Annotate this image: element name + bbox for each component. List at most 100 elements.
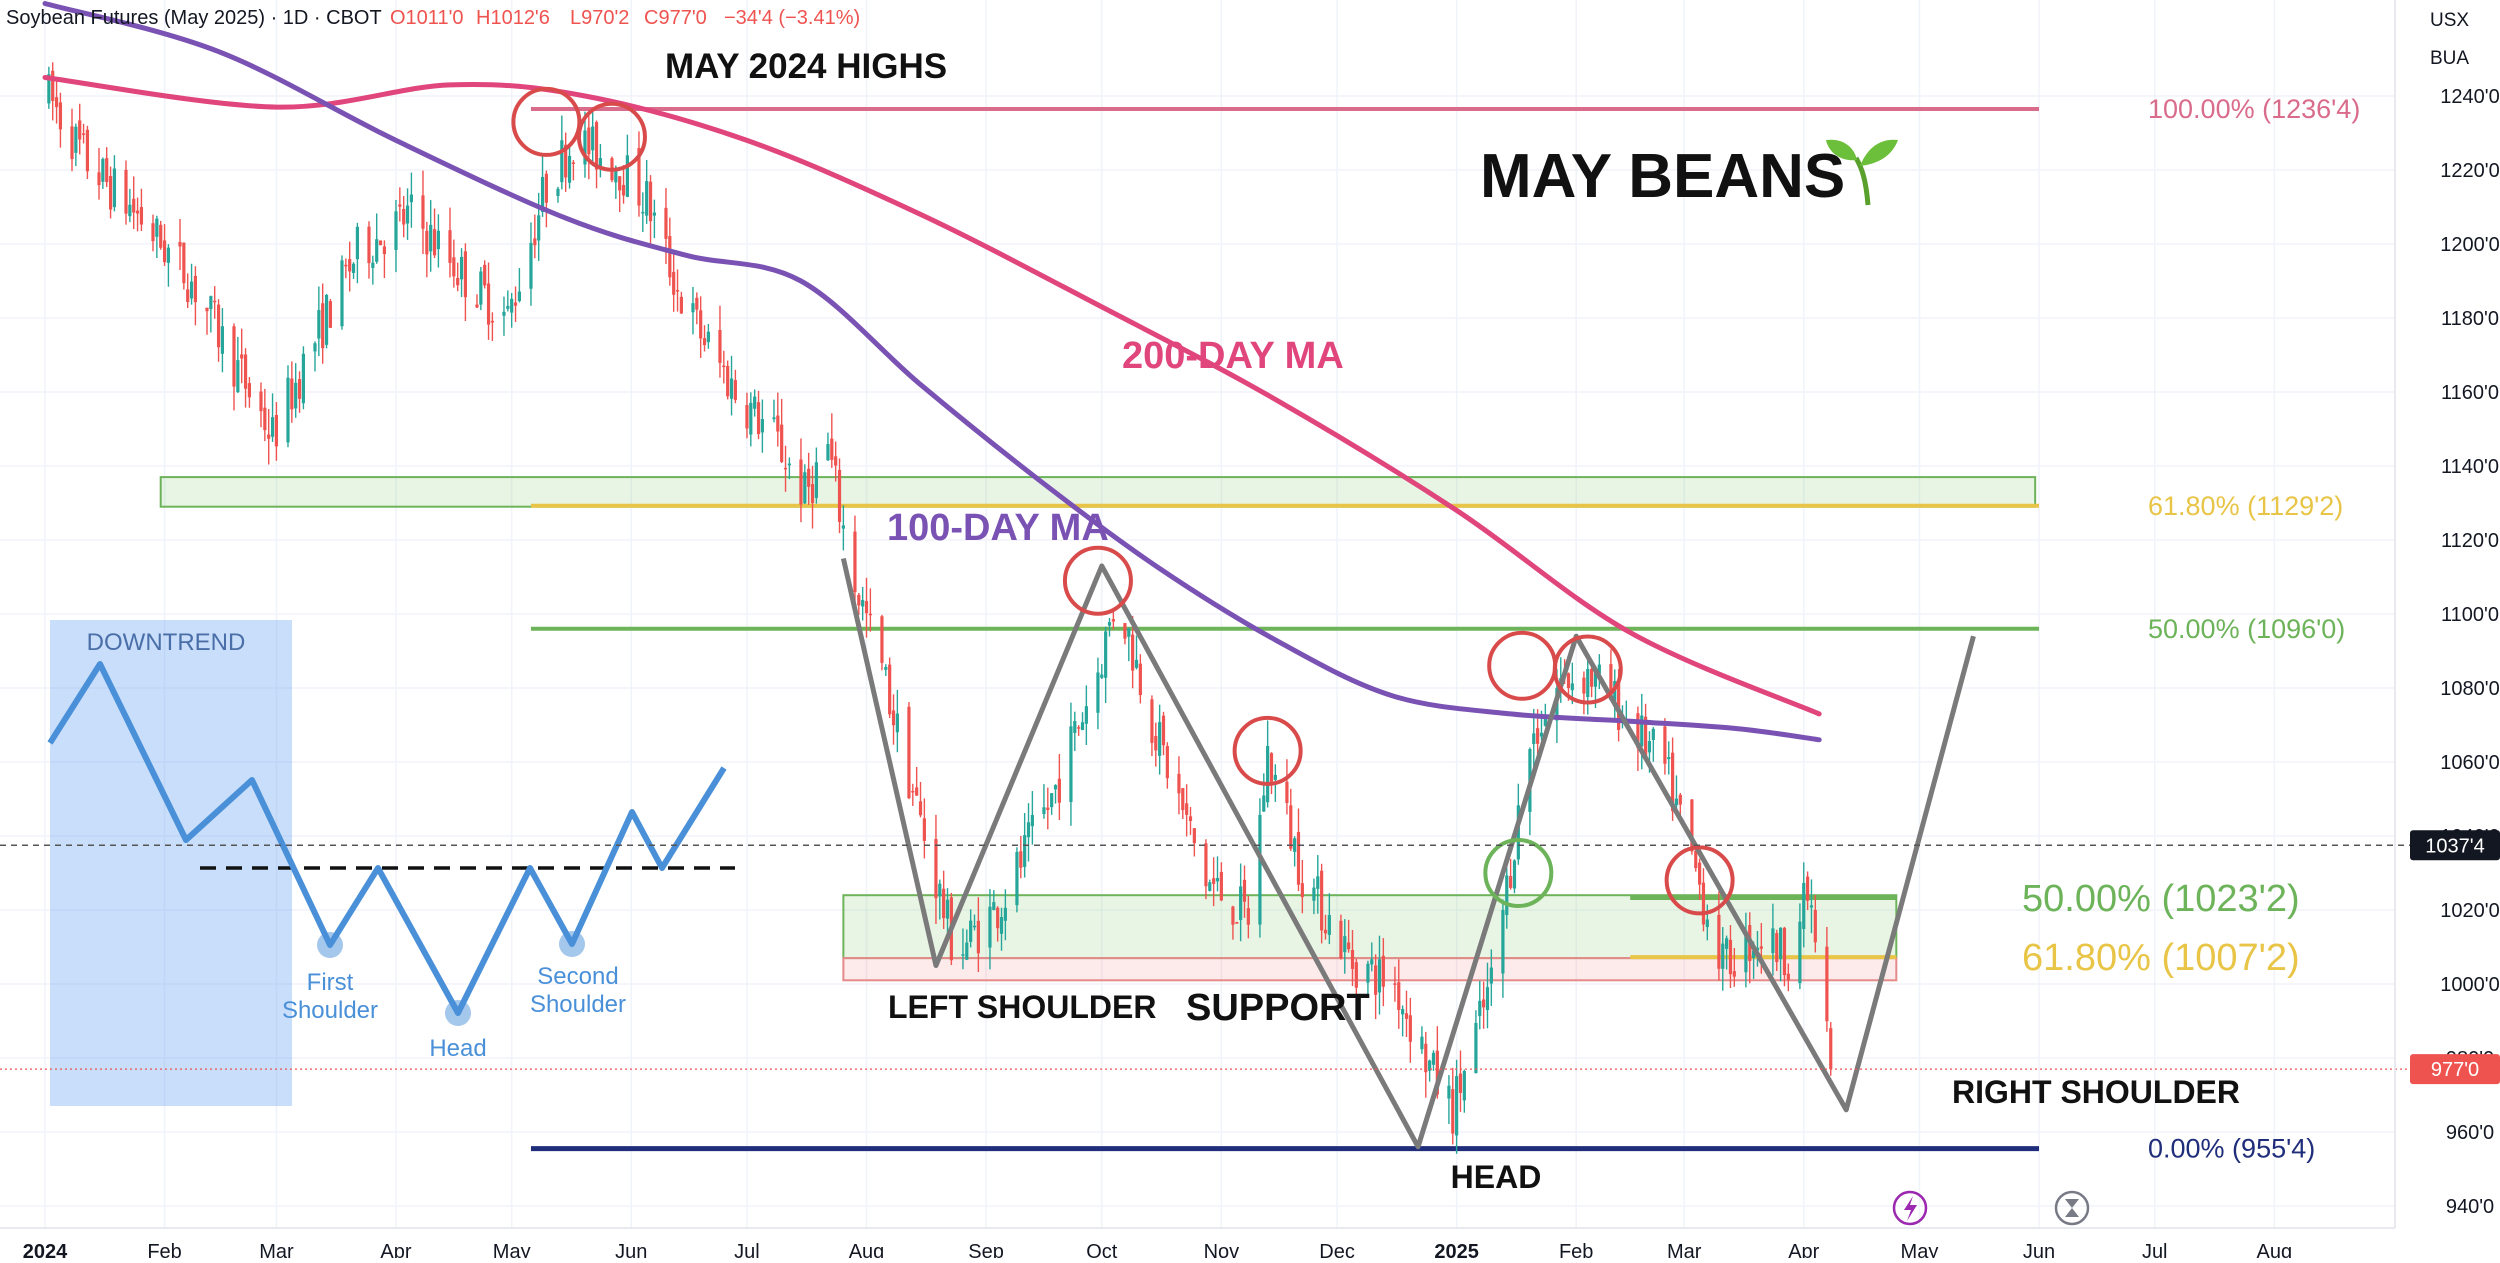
candle (1408, 997, 1412, 1063)
candle (394, 199, 398, 273)
candle-body (1050, 793, 1054, 808)
candle-body (317, 310, 321, 339)
candle-body (1663, 726, 1667, 764)
x-tick-label: Jul (2142, 1241, 2168, 1258)
candle-body (1262, 795, 1266, 812)
candle (1698, 858, 1702, 901)
candle-body (679, 296, 683, 314)
candle (78, 103, 82, 155)
lightning-icon[interactable] (1892, 1190, 1928, 1226)
candle (1809, 879, 1814, 934)
candle (803, 464, 807, 505)
candle-body (1478, 1000, 1482, 1017)
candle-body (1150, 699, 1154, 743)
candle (749, 392, 753, 447)
candle (1185, 784, 1189, 837)
candle (378, 240, 383, 246)
candle-body (618, 176, 622, 191)
candle (74, 123, 78, 167)
candle-body (321, 303, 325, 349)
candle-body (1138, 663, 1142, 695)
x-tick-label: Mar (259, 1241, 294, 1258)
candle-body (1455, 1076, 1459, 1136)
candle (1188, 806, 1193, 835)
candle-body (475, 304, 479, 308)
candle-body (213, 300, 217, 303)
candle-body (965, 942, 969, 960)
candle-body (1300, 883, 1304, 898)
candle-body (637, 148, 641, 206)
candle-body (992, 902, 996, 911)
header-layer: Soybean Futures (May 2025) · 1D · CBOT O… (6, 7, 2469, 211)
candle (193, 266, 198, 326)
candle (1161, 711, 1166, 756)
candle-body (1158, 722, 1162, 756)
x-tick-label: Dec (1319, 1241, 1355, 1258)
candle (301, 346, 306, 410)
candle-body (841, 525, 845, 529)
candle (432, 208, 437, 258)
candle (486, 262, 491, 340)
candle (1732, 948, 1736, 987)
candle-body (189, 281, 194, 299)
candle (1320, 863, 1324, 944)
hourglass-icon[interactable] (2054, 1190, 2090, 1226)
annotation-label: SUPPORT (1186, 987, 1370, 1029)
candle (1509, 858, 1513, 890)
candle-body (1759, 946, 1763, 949)
y-tick-label: 1020'0 (2440, 900, 2499, 922)
candle (965, 929, 969, 961)
candle (918, 781, 923, 818)
candle (1775, 929, 1779, 972)
candle (240, 328, 244, 384)
candle-body (132, 198, 136, 213)
candle (891, 694, 896, 745)
x-tick-label: Jun (615, 1241, 647, 1258)
candle (1150, 695, 1154, 757)
y-tick-label: 1180'0 (2441, 308, 2499, 330)
candle (745, 392, 749, 439)
candle (722, 350, 726, 384)
candle (1458, 1050, 1463, 1112)
candle-body (567, 155, 572, 183)
candle-body (243, 354, 248, 389)
candle (922, 798, 926, 859)
candle (888, 657, 892, 719)
y-tick-label: 1000'0 (2440, 974, 2499, 996)
x-tick-label: Mar (1667, 1241, 1702, 1258)
candle (895, 689, 899, 753)
candle-body (452, 257, 456, 277)
candle-body (1566, 673, 1571, 689)
candle-body (1671, 752, 1675, 812)
x-tick-label: Sep (968, 1241, 1004, 1258)
pattern-line (840, 557, 1976, 1150)
candle (1640, 693, 1644, 770)
candle-body (324, 294, 329, 345)
candle (51, 62, 55, 121)
candle (1003, 889, 1007, 941)
annotation-label: RIGHT SHOULDER (1952, 1074, 2240, 1110)
inset-marker (317, 932, 343, 958)
fib-label: 0.00% (955'4) (2148, 1134, 2315, 1164)
candle (1339, 914, 1343, 960)
candle (448, 207, 452, 278)
candle (641, 192, 645, 233)
candle (232, 323, 236, 411)
candle (880, 614, 884, 671)
candle-body (151, 223, 155, 242)
candle (135, 197, 140, 232)
chart-title: MAY BEANS (1480, 142, 1845, 211)
candle-body (463, 251, 468, 298)
candle-body (664, 207, 668, 239)
x-tick-label: 2025 (1434, 1241, 1479, 1258)
candle (81, 123, 86, 144)
candle-body (1701, 882, 1706, 925)
candle-body (209, 296, 213, 310)
candle (317, 286, 321, 357)
candle-body (853, 531, 857, 593)
candle-body (864, 601, 869, 614)
candle (1138, 654, 1142, 704)
candle-body (861, 600, 865, 607)
candle-body (826, 444, 830, 461)
annotation-label: LEFT SHOULDER (888, 989, 1156, 1025)
